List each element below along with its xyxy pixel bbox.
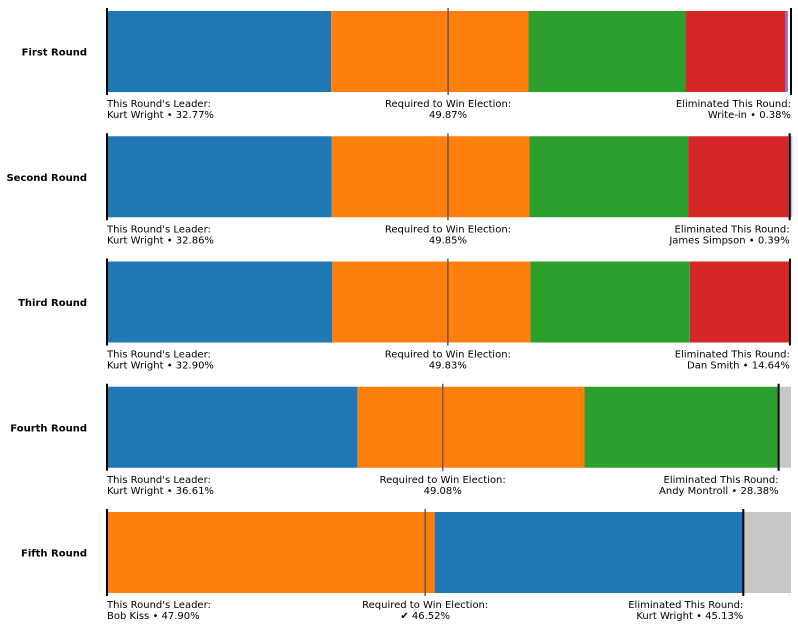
bar-segment — [331, 11, 529, 92]
exhausted-segment — [778, 386, 791, 468]
leader-value: Kurt Wright • 32.90% — [107, 361, 214, 372]
eliminated-title: Eliminated This Round: — [675, 350, 790, 361]
leader-title: This Round's Leader: — [106, 224, 211, 235]
bar-segment — [689, 261, 790, 343]
bar-segment — [528, 11, 686, 92]
leader-value: Kurt Wright • 36.61% — [107, 486, 214, 497]
eliminated-value: James Simpson • 0.39% — [668, 235, 789, 246]
leader-value: Kurt Wright • 32.77% — [107, 110, 214, 121]
exhausted-segment — [791, 136, 793, 218]
round-label: Fifth Round — [21, 549, 87, 560]
bar-segment — [530, 261, 690, 343]
bar-segment — [332, 261, 531, 343]
eliminated-title: Eliminated This Round: — [676, 99, 791, 110]
eliminated-value: Write-in • 0.38% — [708, 110, 791, 121]
leader-title: This Round's Leader: — [106, 600, 211, 611]
round-label: Fourth Round — [10, 423, 87, 434]
round-label: First Round — [22, 48, 87, 59]
leader-title: This Round's Leader: — [106, 350, 211, 361]
threshold-value: ✔ 46.52% — [400, 611, 450, 622]
threshold-title: Required to Win Election: — [362, 600, 488, 611]
threshold-value: 49.08% — [424, 486, 462, 497]
bar-segment — [107, 386, 358, 468]
bar-segment — [434, 512, 744, 593]
leader-value: Kurt Wright • 32.86% — [107, 235, 214, 246]
leader-title: This Round's Leader: — [106, 99, 211, 110]
eliminated-value: Kurt Wright • 45.13% — [636, 611, 743, 622]
threshold-value: 49.87% — [429, 110, 467, 121]
threshold-title: Required to Win Election: — [385, 350, 511, 361]
round-label: Second Round — [6, 173, 87, 184]
threshold-title: Required to Win Election: — [380, 475, 506, 486]
bar-segment — [584, 386, 779, 468]
bar-segment — [688, 136, 789, 218]
threshold-value: 49.83% — [429, 361, 467, 372]
eliminated-title: Eliminated This Round: — [664, 475, 779, 486]
threshold-value: 49.85% — [429, 235, 467, 246]
leader-value: Bob Kiss • 47.90% — [107, 611, 200, 622]
eliminated-title: Eliminated This Round: — [628, 600, 743, 611]
eliminated-value: Dan Smith • 14.64% — [687, 361, 790, 372]
round-label: Third Round — [18, 298, 87, 309]
bar-segment — [107, 136, 332, 218]
bar-segment — [685, 11, 786, 92]
exhausted-segment — [743, 512, 791, 593]
threshold-title: Required to Win Election: — [385, 224, 511, 235]
bar-segment — [107, 11, 332, 92]
leader-title: This Round's Leader: — [106, 475, 211, 486]
eliminated-title: Eliminated This Round: — [675, 224, 790, 235]
threshold-title: Required to Win Election: — [385, 99, 511, 110]
bar-segment — [331, 136, 530, 218]
bar-segment — [107, 261, 333, 343]
bar-segment — [529, 136, 689, 218]
bar-segment — [107, 512, 435, 593]
bar-segment — [357, 386, 585, 468]
eliminated-value: Andy Montroll • 28.38% — [659, 486, 779, 497]
bar-segment — [785, 11, 788, 92]
